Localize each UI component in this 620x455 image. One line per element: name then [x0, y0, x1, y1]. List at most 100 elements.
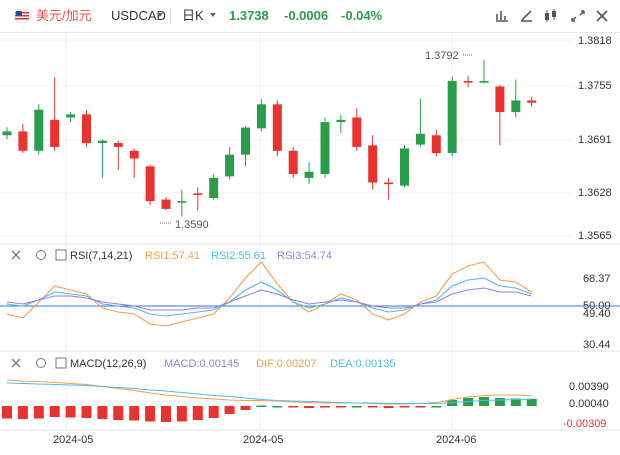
macd-bar [431, 406, 442, 408]
rsi1-value: RSI1:57.41 [145, 250, 200, 262]
collapse-icon[interactable] [55, 357, 67, 369]
symbol-code[interactable]: USDCAD [111, 8, 166, 23]
close-icon[interactable] [11, 358, 21, 368]
candle-body [225, 154, 235, 177]
draw-icon[interactable] [519, 9, 535, 23]
candle-body [209, 177, 219, 199]
macd-tick: 0.00040 [569, 398, 609, 410]
macd-bar [81, 406, 92, 418]
low-annotation: 1.3590 [175, 219, 209, 231]
macd-bar [33, 406, 44, 419]
candle-body [177, 201, 187, 203]
annotations: 1.3792 1.3590 [160, 50, 473, 231]
candle-body [161, 199, 171, 209]
candle-body [320, 122, 330, 175]
rsi-tick: 49.40 [583, 308, 611, 320]
macd-bar [145, 406, 156, 422]
dea-value: DEA:0.00135 [330, 358, 395, 370]
price-tick: 1.3755 [578, 80, 612, 92]
macd-bar [415, 406, 426, 408]
macd-bar [2, 406, 12, 419]
candle-body [82, 114, 91, 144]
candle-body [241, 127, 250, 155]
rsi3-value: RSI3:54.74 [277, 250, 332, 262]
indicator-icon[interactable] [543, 9, 559, 23]
rsi3-line [6, 287, 532, 311]
macd-bar [129, 406, 140, 421]
line-style-icon[interactable] [494, 9, 510, 23]
rsi-lines [0, 261, 620, 327]
price-tick: 1.3565 [578, 230, 612, 242]
close-icon[interactable] [594, 9, 610, 23]
macd-bar [208, 406, 219, 418]
candles [2, 60, 537, 217]
candle-body [431, 135, 441, 154]
price-tick: 1.3818 [578, 35, 612, 47]
symbol-cn[interactable]: 美元/加元 [36, 8, 92, 23]
candle-body [511, 100, 521, 113]
macd-bar [335, 406, 346, 408]
rsi-tick: 30.44 [583, 339, 611, 351]
candle-body [304, 171, 314, 178]
candle-body [479, 81, 489, 83]
candle-body [272, 104, 282, 151]
rsi-label: RSI(7,14,21) [70, 250, 132, 262]
macd-bar [367, 406, 378, 408]
candle-body [288, 150, 298, 175]
candle-body [400, 148, 409, 186]
settings-icon[interactable] [36, 358, 46, 368]
macd-bar [161, 406, 171, 422]
date-axis: 2024-05 2024-05 2024-06 [53, 434, 476, 446]
price-change-pct: -0.04% [341, 8, 383, 23]
macd-bar [240, 406, 251, 410]
candle-body [34, 109, 44, 151]
collapse-icon[interactable] [55, 249, 67, 261]
price-change: -0.0006 [284, 8, 329, 23]
candle-body [336, 119, 346, 123]
candle-body [193, 193, 203, 195]
dif-value: DIF:0.00207 [256, 358, 317, 370]
macd-bar [256, 405, 267, 407]
candle-body [66, 114, 76, 118]
price-tick: 1.3628 [578, 187, 612, 199]
candle-body [145, 166, 155, 202]
macd-bar [399, 406, 410, 408]
candle-body [495, 86, 505, 113]
macd-bar [351, 406, 362, 408]
price-axis: 1.3818 1.3755 1.3691 1.3628 1.3565 [578, 35, 612, 242]
macd-bar [65, 406, 76, 418]
macd-bar [526, 398, 537, 406]
close-icon[interactable] [11, 250, 21, 260]
macd-bar [288, 406, 299, 408]
date-label: 2024-06 [436, 434, 476, 446]
rsi2-value: RSI2:55.61 [211, 250, 266, 262]
macd-bar [494, 398, 505, 406]
rsi1-line [6, 261, 532, 327]
macd-plot [2, 379, 537, 422]
macd-bar [510, 398, 521, 406]
price-tick: 1.3691 [578, 134, 612, 146]
settings-icon[interactable] [36, 250, 46, 260]
macd-tick: 0.00390 [569, 381, 609, 393]
candle-body [97, 140, 107, 144]
candle-body [368, 145, 378, 183]
macd-bar [320, 406, 330, 408]
candle-body [18, 131, 28, 151]
macd-bar [224, 406, 235, 414]
macd-bar [49, 406, 60, 417]
macd-bar [272, 406, 283, 408]
candle-body [352, 117, 362, 147]
macd-tick: -0.00309 [563, 418, 606, 430]
fullscreen-icon[interactable] [570, 9, 586, 23]
macd-value: MACD:0.00145 [164, 358, 239, 370]
candle-body [463, 81, 473, 83]
chevron-down-icon[interactable] [157, 13, 163, 17]
candle-body [447, 81, 457, 154]
macd-label: MACD(12,26,9) [70, 358, 146, 370]
rsi-axis: 68.37 50.00 49.40 30.44 [583, 273, 611, 351]
macd-bar [17, 406, 28, 419]
candle-body [415, 133, 425, 145]
chevron-down-icon[interactable] [210, 13, 216, 17]
period-select[interactable]: 日K [182, 8, 204, 23]
macd-bar [176, 406, 187, 422]
